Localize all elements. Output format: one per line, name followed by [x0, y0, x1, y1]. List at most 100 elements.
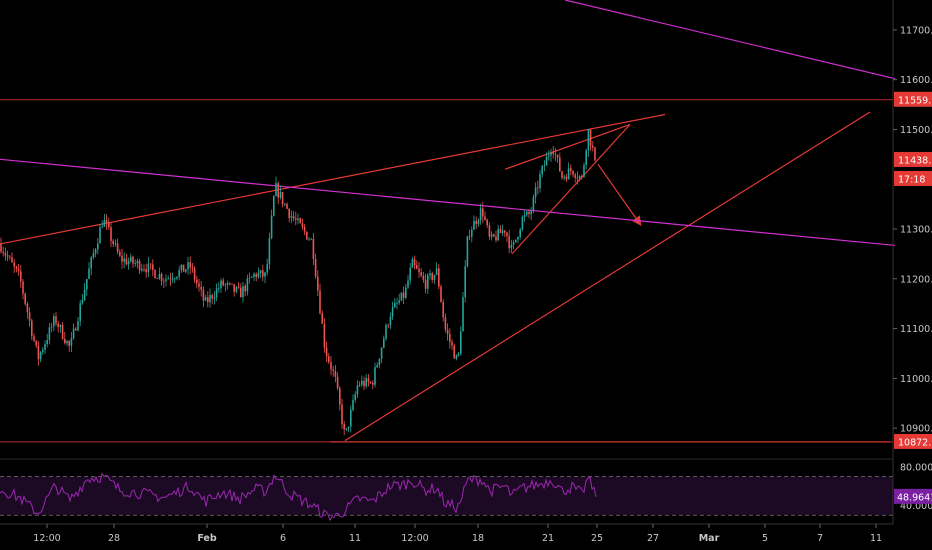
candle-body [449, 334, 451, 342]
candle-body [435, 268, 438, 275]
candle-body [198, 283, 200, 287]
price-label-support: 10872.3 [898, 437, 932, 448]
candle-body [42, 349, 44, 353]
candle-body [325, 347, 328, 357]
candle-body [70, 338, 73, 346]
time-tick-label: 12:00 [401, 533, 428, 544]
candle-body [248, 277, 251, 279]
price-label-box-support [894, 433, 932, 449]
candle-body [416, 265, 418, 269]
candle-body [453, 345, 455, 359]
candle-body [114, 243, 117, 245]
candle-body [407, 280, 409, 288]
candle-body [295, 218, 297, 220]
time-tick-label: 27 [647, 533, 659, 544]
price-tick-label: 11300.0 [900, 225, 932, 236]
candle-body [576, 177, 579, 179]
candle-body [31, 320, 33, 337]
candle-body [59, 324, 62, 328]
time-tick-label: 11 [870, 533, 882, 544]
main-pane[interactable] [0, 0, 896, 460]
candle-body [22, 281, 24, 294]
candle-body [585, 150, 587, 165]
candle-body [523, 214, 526, 217]
candle-body [504, 230, 506, 233]
candle-body [358, 384, 361, 386]
candle-body [400, 292, 403, 301]
candle-body [548, 155, 550, 157]
time-tick-label: 28 [108, 533, 120, 544]
candle-body [402, 292, 405, 298]
oscillator-pane[interactable] [0, 472, 893, 522]
candle-body [446, 329, 449, 335]
candle-body [220, 280, 222, 289]
candle-body [427, 275, 429, 289]
candle-body [103, 220, 106, 227]
candle-body [530, 210, 532, 215]
time-tick-label: 18 [472, 533, 484, 544]
price-tick-label: 11000.0 [900, 374, 932, 385]
candle-body [508, 236, 510, 249]
candle-body [262, 270, 264, 277]
candle-body [15, 266, 18, 269]
candle-body [409, 267, 411, 281]
candle-body [391, 307, 394, 317]
time-tick-label: 6 [280, 533, 286, 544]
candle-body [499, 228, 502, 234]
candle-body [105, 220, 108, 223]
candle-body [405, 287, 407, 298]
candle-body [119, 251, 121, 256]
candle-body [451, 341, 453, 346]
candle-body [380, 347, 383, 359]
drawing-forecast-arrow [597, 163, 642, 226]
candle-body [477, 220, 480, 225]
candle-body [339, 388, 341, 405]
candle-body [97, 243, 99, 250]
candle-body [398, 300, 400, 303]
time-tick-label: 7 [817, 533, 823, 544]
candle-body [138, 260, 141, 271]
candle-body [189, 262, 191, 268]
candle-body [35, 340, 37, 346]
candle-body [244, 286, 246, 292]
candle-body [347, 426, 350, 429]
candle-body [471, 229, 473, 237]
candle-body [539, 174, 541, 189]
candle-body [350, 409, 352, 427]
candle-body [374, 367, 376, 385]
candle-body [550, 152, 552, 156]
candle-body [482, 208, 484, 217]
drawing-wedge-lower [511, 124, 631, 255]
candle-body [171, 279, 174, 280]
candle-body [28, 312, 31, 321]
candle-body [24, 293, 26, 304]
candle-body [224, 284, 227, 286]
candle-body [552, 152, 554, 155]
candle-body [317, 276, 319, 291]
candle-body [330, 362, 332, 370]
candle-body [493, 234, 495, 237]
price-label-last-price: 11438.7 [898, 155, 932, 166]
candle-body [517, 236, 519, 240]
candle-body [169, 278, 172, 280]
price-tick-label: 10900.0 [900, 424, 932, 435]
candle-body [86, 278, 88, 290]
candle-body [141, 268, 143, 271]
candle-body [475, 220, 477, 225]
candle-body [394, 302, 396, 308]
candle-body [543, 165, 546, 167]
candle-body [200, 286, 202, 290]
candle-body [301, 223, 304, 227]
candle-body [512, 242, 515, 245]
candle-body [44, 344, 46, 350]
candle-body [242, 286, 244, 298]
candle-body [323, 323, 326, 348]
candle-body [9, 256, 11, 258]
candle-body [99, 227, 101, 244]
candle-body [581, 176, 583, 177]
candle-body [592, 145, 594, 148]
candle-body [297, 218, 299, 220]
